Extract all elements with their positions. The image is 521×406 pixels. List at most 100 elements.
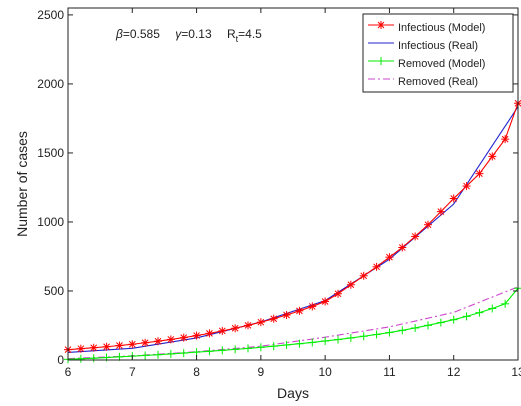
annotation-text: β=0.585 γ=0.13 Rt=4.5 (115, 27, 262, 44)
data-point-infectious-model (231, 324, 240, 333)
legend-label-removed-real: Removed (Real) (398, 76, 478, 88)
data-point-removed-model (269, 342, 278, 351)
data-point-removed-model (359, 332, 368, 341)
data-point-infectious-model (76, 344, 85, 353)
y-axis-label: Number of cases (14, 131, 30, 237)
data-point-infectious-model (256, 318, 265, 327)
data-point-removed-model (166, 349, 175, 358)
data-point-removed-model (192, 348, 201, 357)
legend-marker-infectious-model (377, 21, 385, 29)
data-point-infectious-model (385, 253, 394, 262)
data-point-infectious-model (501, 135, 510, 144)
data-point-removed-model (154, 350, 162, 359)
data-point-infectious-model (179, 333, 188, 342)
data-point-infectious-model (192, 331, 201, 340)
data-point-removed-model (76, 354, 85, 363)
data-point-infectious-model (295, 306, 304, 315)
legend-label-removed-model: Removed (Model) (398, 58, 485, 70)
data-point-removed-model (501, 299, 510, 308)
data-point-infectious-model (154, 337, 162, 346)
data-point-infectious-model (218, 326, 227, 335)
y-tick-label: 1000 (37, 215, 64, 229)
data-point-removed-model (321, 336, 330, 345)
x-tick-label: 12 (447, 365, 461, 379)
y-tick-label: 500 (44, 284, 64, 298)
data-point-infectious-model (449, 194, 458, 203)
x-tick-label: 10 (318, 365, 332, 379)
x-tick-label: 7 (129, 365, 136, 379)
data-point-infectious-model (488, 152, 497, 161)
ticks-layer: 6 7 8 9 10 11 12 13 0 500 1000 1500 2000 2500 (37, 8, 521, 379)
data-point-removed-model (179, 349, 188, 358)
data-point-infectious-model (321, 297, 330, 306)
data-point-infectious-model (346, 280, 355, 289)
data-point-removed-model (256, 343, 265, 352)
x-tick-label: 8 (193, 365, 200, 379)
parameter-annotation: β=0.585 γ=0.13 Rt=4.5 (115, 27, 262, 44)
data-point-removed-model (231, 345, 240, 354)
data-point-infectious-model (398, 243, 407, 252)
data-point-removed-model (115, 352, 124, 361)
data-point-infectious-model (475, 169, 484, 178)
data-point-infectious-model (359, 271, 368, 280)
data-point-removed-model (475, 308, 484, 317)
data-point-infectious-model (269, 314, 278, 323)
data-point-infectious-model (436, 207, 445, 216)
axes-layer (67, 7, 519, 361)
legend-marker-removed-model (377, 57, 385, 65)
data-point-infectious-model (115, 341, 124, 350)
data-point-removed-model (398, 326, 407, 335)
data-point-infectious-model (308, 302, 317, 311)
y-tick-label: 1500 (37, 146, 64, 160)
data-point-removed-model (449, 315, 458, 324)
data-point-infectious-model (89, 343, 98, 352)
gamma-value: =0.13 (181, 27, 212, 41)
gamma-symbol: γ (175, 27, 182, 41)
data-point-removed-model (282, 340, 291, 349)
data-point-infectious-model (141, 338, 150, 347)
data-point-removed-model (385, 328, 394, 337)
rt-subscript: t (236, 34, 239, 44)
y-tick-label: 0 (57, 353, 64, 367)
data-point-infectious-model (244, 321, 252, 330)
data-point-removed-model (244, 344, 252, 353)
data-point-infectious-model (205, 329, 214, 338)
rt-value: =4.5 (238, 27, 262, 41)
series-layer (64, 99, 521, 364)
legend-samples (368, 21, 394, 80)
data-point-infectious-model (334, 289, 342, 298)
data-point-infectious-model (282, 310, 291, 319)
plot-frame (67, 7, 519, 361)
legend: Infectious (Model) Infectious (Real) Rem… (362, 13, 514, 93)
data-point-removed-model (295, 339, 304, 348)
beta-symbol: β (115, 27, 123, 41)
rt-symbol: R (227, 27, 236, 41)
data-point-removed-model (346, 333, 355, 342)
data-point-infectious-model (372, 262, 381, 271)
data-point-infectious-model (166, 335, 175, 344)
legend-label-infectious-model: Infectious (Model) (398, 22, 485, 34)
data-point-infectious-model (424, 220, 432, 229)
x-tick-label: 6 (65, 365, 72, 379)
x-axis-label: Days (277, 385, 309, 401)
data-point-removed-model (424, 321, 432, 330)
data-point-removed-model (436, 318, 445, 327)
data-point-removed-model (141, 351, 150, 360)
data-point-infectious-model (128, 340, 137, 349)
y-tick-label: 2500 (37, 8, 64, 22)
data-point-removed-model (488, 304, 497, 313)
x-tick-label: 11 (383, 365, 396, 379)
data-point-removed-model (334, 335, 342, 344)
data-point-removed-model (205, 347, 214, 356)
data-point-removed-model (308, 338, 317, 347)
x-tick-label: 9 (258, 365, 265, 379)
data-point-infectious-model (462, 182, 471, 191)
x-tick-label: 13 (511, 365, 521, 379)
data-point-removed-model (372, 330, 381, 339)
y-tick-label: 2000 (37, 77, 64, 91)
data-point-infectious-model (102, 342, 111, 351)
data-point-removed-model (462, 312, 471, 321)
legend-label-infectious-real: Infectious (Real) (398, 40, 478, 52)
data-point-infectious-model (411, 232, 420, 241)
data-point-removed-model (218, 346, 227, 355)
